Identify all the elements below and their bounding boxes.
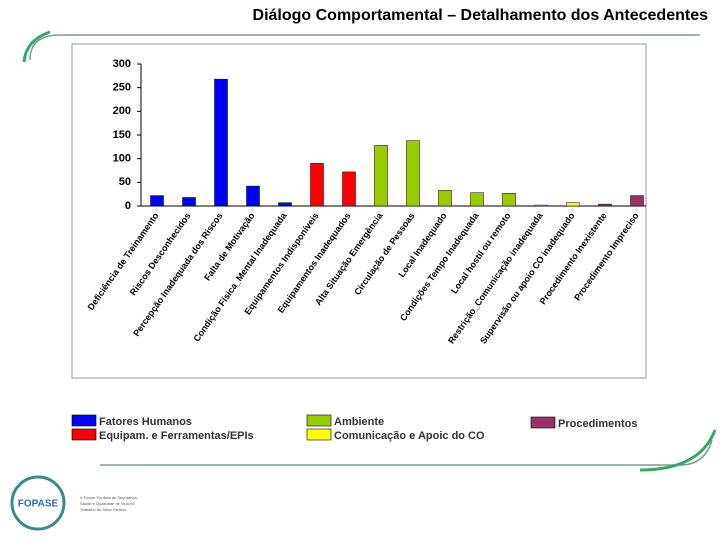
tagline: Saúde e Qualidade de Vida no [80, 501, 135, 506]
logo-ring [10, 475, 66, 531]
bar [406, 140, 420, 207]
bar [214, 78, 228, 207]
y-tick-label: 250 [113, 82, 131, 94]
y-tick-label: 50 [119, 176, 131, 188]
y-tick-label: 0 [125, 200, 131, 212]
tagline: V Fórum Paulista de Segurança, [80, 495, 138, 500]
deco-line [639, 429, 717, 472]
bar [310, 163, 324, 207]
legend-label: Comunicação e Apoic do CO [334, 430, 485, 442]
legend-label: Procedimentos [558, 418, 637, 430]
bar [502, 192, 516, 207]
chart-frame [71, 43, 647, 379]
y-tick-label: 100 [113, 153, 131, 165]
deco-line [22, 30, 51, 63]
bar [630, 195, 644, 207]
legend-swatch [530, 416, 556, 429]
deco-line [29, 34, 700, 61]
bar [374, 145, 388, 207]
tagline: Trabalho do Setor Elétrico [80, 507, 127, 512]
bar [278, 202, 292, 207]
bar [534, 204, 548, 207]
bar [342, 171, 356, 207]
legend-label: Ambiente [334, 416, 384, 428]
y-tick-label: 300 [113, 58, 131, 70]
bar [150, 195, 164, 207]
legend-swatch [71, 428, 97, 441]
legend-label: Equipam. e Ferramentas/EPIs [99, 430, 254, 442]
logo: FOPASE [18, 499, 59, 510]
y-tick-label: 200 [113, 105, 131, 117]
slide-title: Diálogo Comportamental – Detalhamento do… [253, 7, 709, 24]
bar [182, 197, 196, 207]
bar [438, 190, 452, 207]
legend-swatch [306, 428, 332, 441]
y-tick-label: 150 [113, 129, 131, 141]
bar [598, 203, 612, 207]
bar [246, 185, 260, 207]
bar [566, 202, 580, 207]
bar [470, 192, 484, 207]
legend-swatch [306, 414, 332, 427]
legend-label: Fatores Humanos [99, 416, 192, 428]
legend-swatch [71, 414, 97, 427]
